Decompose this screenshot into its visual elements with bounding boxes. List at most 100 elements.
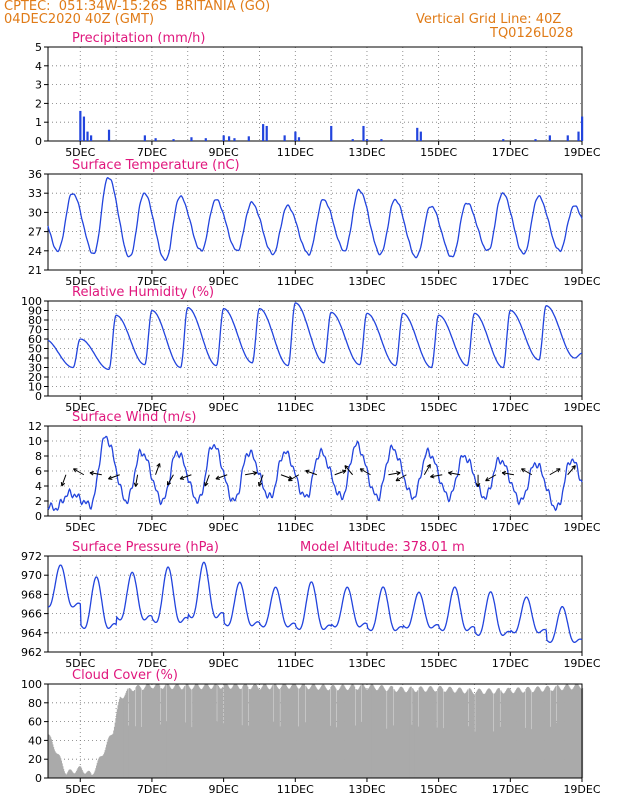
cloud-bar [108, 736, 111, 778]
cloud-bar [478, 688, 480, 778]
cloud-bar [118, 701, 120, 778]
cloud-bar [257, 687, 259, 778]
precip-bar [330, 125, 333, 141]
cloud-bar [480, 689, 482, 778]
cloud-bar [489, 689, 491, 778]
cloud-bar [278, 688, 280, 778]
cloud-bar [270, 688, 272, 778]
cloud-bar [284, 684, 286, 778]
precip-bar [502, 139, 505, 141]
cloud-bar [559, 688, 561, 778]
cloud-bar [286, 687, 288, 778]
cloud-bar [140, 688, 142, 778]
y-tick-label: 20 [28, 753, 42, 766]
cloud-bar [283, 684, 285, 778]
cloud-bar [464, 693, 466, 778]
cloud-bar [341, 685, 343, 778]
precip-bar [172, 139, 175, 141]
cloud-bar [162, 688, 164, 778]
cloud-bar [318, 689, 321, 778]
panel-title: Precipitation (mm/h) [72, 31, 205, 46]
cloud-bar [239, 689, 241, 778]
cloud-bar [277, 688, 279, 778]
cloud-bar [368, 687, 370, 778]
cloud-bar [270, 687, 273, 778]
y-tick-label: 12 [28, 420, 42, 433]
cloud-bar [443, 691, 445, 778]
wind-arrow [448, 472, 461, 476]
cloud-bar [463, 693, 465, 778]
cloud-bar [468, 726, 470, 778]
x-tick-label: 11DEC [277, 146, 314, 159]
cloud-bar [63, 768, 65, 778]
cloud-bar [228, 687, 230, 778]
cloud-bar [317, 689, 319, 778]
cloud-bar [303, 684, 306, 778]
cloud-bar [49, 735, 51, 778]
header-date: 04DEC2020 40Z (GMT) [4, 12, 155, 27]
cloud-bar [549, 726, 551, 778]
x-tick-label: 13DEC [348, 783, 385, 796]
cloud-bar [473, 694, 475, 778]
cloud-bar [526, 687, 528, 778]
cloud-bar [578, 685, 580, 778]
cloud-bar [577, 684, 579, 778]
cloud-bar [517, 687, 519, 778]
cloud-bar [402, 687, 404, 778]
cloud-bar [439, 685, 441, 778]
cloud-bar [282, 684, 284, 778]
y-tick-label: 40 [28, 352, 42, 365]
cloud-bar [245, 684, 247, 778]
cloud-bar [288, 688, 290, 778]
wind-arrow [334, 470, 347, 476]
cloud-bar [164, 686, 166, 778]
cloud-bar [301, 684, 303, 778]
cloud-bar [392, 686, 394, 778]
wind-arrow-head [485, 477, 490, 482]
precip-bar [362, 125, 365, 141]
cloud-bar [121, 698, 123, 778]
cloud-bar [476, 690, 478, 778]
y-tick-label: 40 [28, 734, 42, 747]
cloud-bar [172, 688, 174, 778]
cloud-bar [102, 755, 104, 778]
cloud-bar [113, 726, 116, 778]
cloud-bar [52, 744, 54, 778]
cloud-bar [440, 686, 442, 778]
cloud-bar [323, 685, 326, 778]
cloud-bar [557, 685, 559, 778]
cloud-bar [230, 688, 232, 778]
cloud-bar [548, 686, 550, 778]
x-tick-label: 13DEC [348, 521, 385, 534]
cloud-bar [474, 731, 476, 778]
cloud-bar [75, 772, 77, 778]
cloud-bar [485, 691, 488, 778]
cloud-bar [466, 690, 468, 778]
cloud-bar [495, 691, 497, 778]
cloud-bar [183, 687, 185, 778]
cloud-bar [523, 691, 526, 778]
cloud-bar [323, 684, 325, 778]
cloud-bar [174, 686, 176, 778]
cloud-bar [379, 687, 381, 778]
cloud-bar [118, 699, 121, 778]
cloud-bar [131, 690, 133, 778]
cloud-bar [425, 691, 427, 778]
cloud-bar [190, 689, 192, 778]
cloud-bar [539, 689, 541, 778]
cloud-bar [101, 756, 103, 778]
cloud-bar [78, 766, 80, 778]
cloud-bar [265, 684, 267, 778]
cloud-bar [526, 687, 528, 778]
cloud-bar [427, 689, 429, 778]
cloud-bar [410, 686, 412, 778]
y-tick-label: 21 [28, 264, 42, 277]
cloud-bar [359, 685, 361, 778]
x-tick-label: 11DEC [277, 657, 314, 670]
cloud-bar [152, 688, 154, 778]
cloud-bar [407, 691, 409, 778]
x-tick-label: 5DEC [65, 275, 95, 288]
cloud-bar [107, 739, 109, 778]
precip-bar [283, 135, 286, 141]
